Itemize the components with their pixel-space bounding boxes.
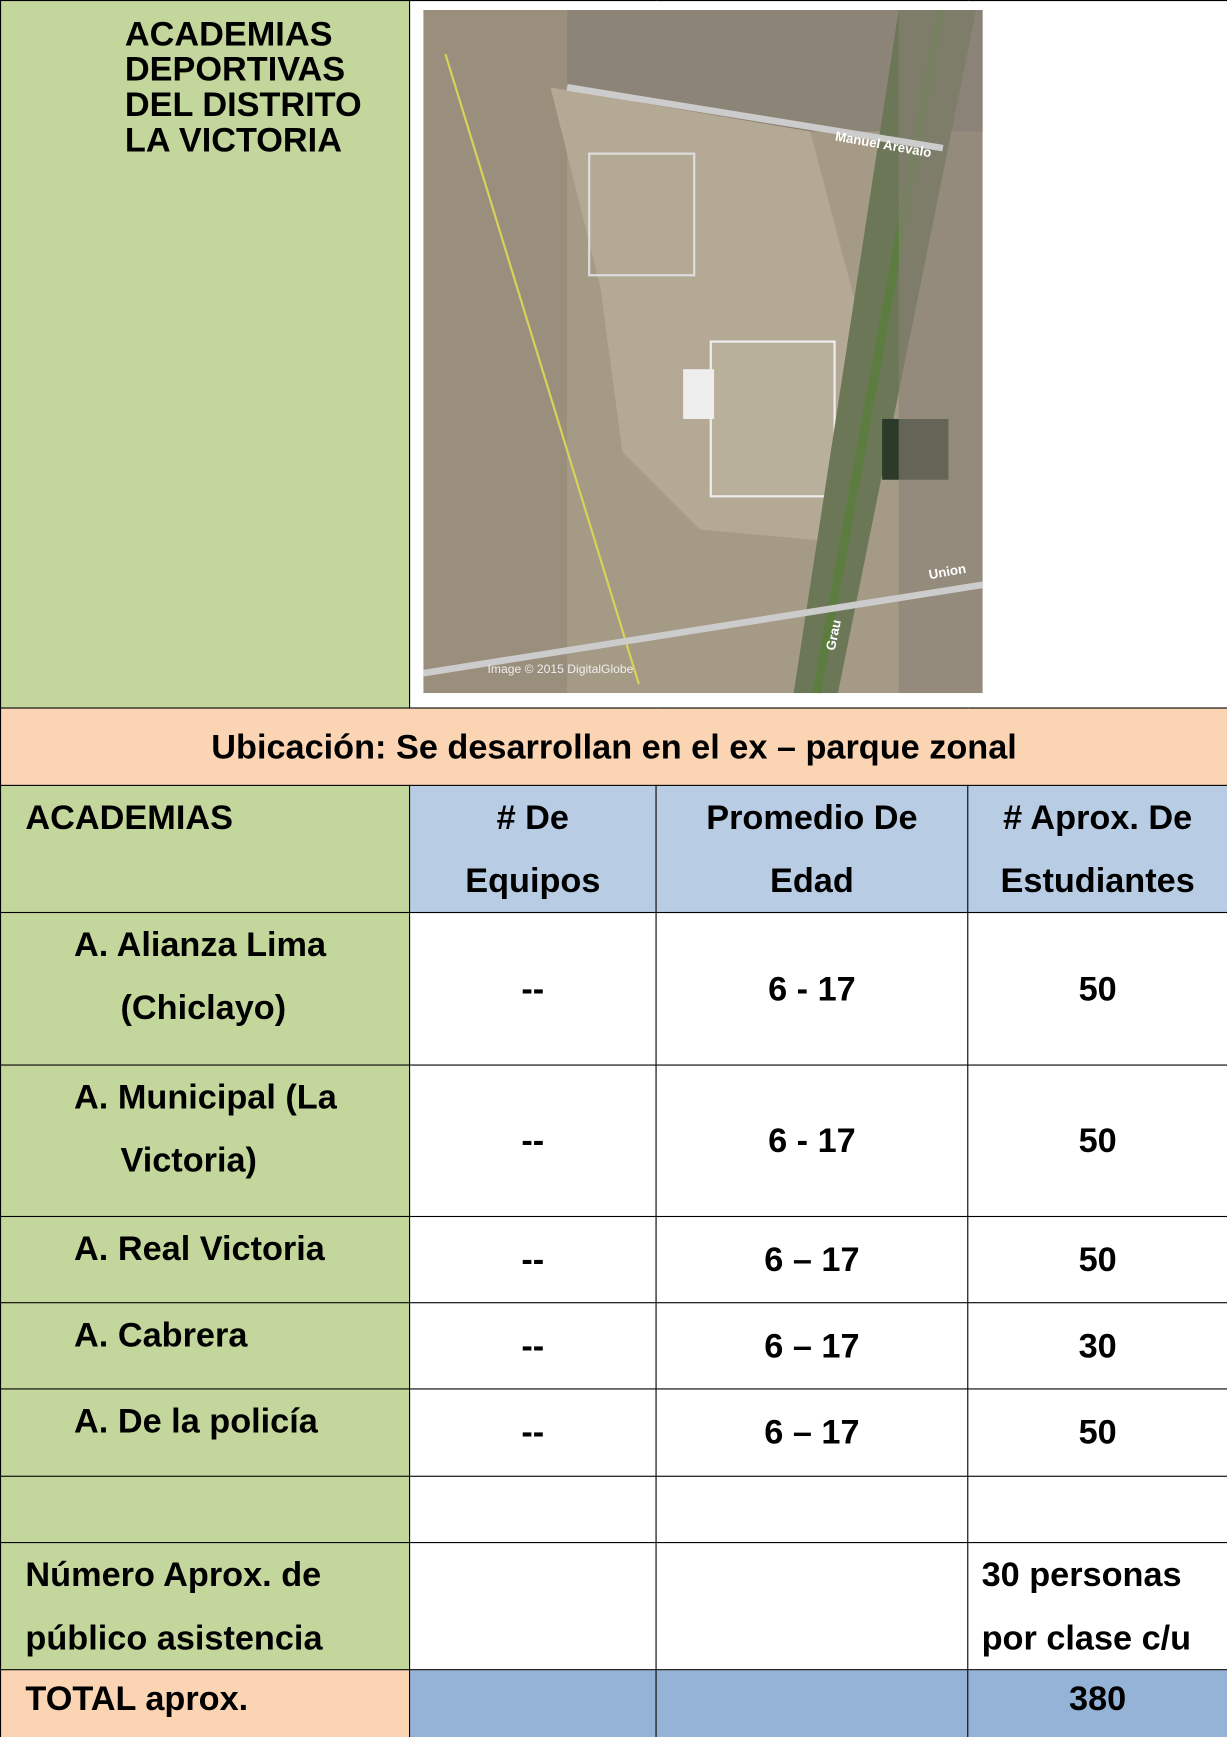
empty-cell (0, 1475, 411, 1544)
total-label: TOTAL aprox. (0, 1669, 411, 1737)
academy-name: A. Municipal (La Victoria) (0, 1064, 411, 1218)
empty-cell (408, 1475, 657, 1544)
attendance-value: 30 personas por clase c/u (967, 1542, 1227, 1671)
total-row: TOTAL aprox. 380 (0, 1669, 1227, 1737)
academy-row: A. Cabrera -- 6 – 17 30 (0, 1302, 1227, 1390)
academy-name: A. Real Victoria (0, 1215, 411, 1304)
title: ACADEMIAS DEPORTIVAS DEL DISTRITO LA VICTOR… (1, 1, 409, 158)
text-line: # Aprox. De (1003, 798, 1193, 837)
cell-value: -- (408, 1215, 657, 1304)
cell-value: 50 (967, 1215, 1227, 1304)
text-line: A. Cabrera (74, 1315, 248, 1355)
cell-value: 6 – 17 (655, 1388, 969, 1477)
cell-value: 50 (967, 1064, 1227, 1218)
text-line: Estudiantes (1000, 861, 1195, 900)
text-line: Promedio De (706, 798, 918, 837)
cell-value: -- (408, 1302, 657, 1390)
text-line: Edad (770, 861, 854, 900)
text-line: # De (496, 798, 569, 837)
column-header: # De Equipos (408, 784, 657, 914)
satellite-image: Manuel Arevalo Union Grau Image © 2015 D… (423, 9, 983, 694)
empty-row (0, 1475, 1227, 1544)
title-cell: ACADEMIAS DEPORTIVAS DEL DISTRITO LA VICTOR… (0, 0, 411, 709)
cell-value: -- (408, 911, 657, 1066)
text-line: Victoria) (120, 1140, 257, 1180)
cell-value: 6 - 17 (655, 1064, 969, 1218)
academy-row: A. Alianza Lima (Chiclayo) -- 6 - 17 50 (0, 911, 1227, 1066)
location: Ubicación: Se desarrollan en el ex – par… (0, 707, 1227, 786)
empty-cell (655, 1669, 969, 1737)
text-line: ACADEMIAS (25, 798, 233, 837)
cell-value: 50 (967, 1388, 1227, 1477)
header-row: ACADEMIAS # De Equipos Promedio De Edad # Apr… (0, 784, 1227, 914)
text-line: A. De la policía (74, 1401, 318, 1441)
academy-row: A. Municipal (La Victoria) -- 6 - 17 50 (0, 1064, 1227, 1218)
empty-cell (408, 1669, 657, 1737)
empty-cell (655, 1542, 969, 1671)
column-header: # Aprox. De Estudiantes (967, 784, 1227, 914)
text-line: DEL DISTRITO (124, 85, 362, 124)
empty-cell (408, 1542, 657, 1671)
cell-value: -- (408, 1388, 657, 1477)
column-header: ACADEMIAS (0, 784, 411, 914)
academy-name: A. Alianza Lima (Chiclayo) (0, 911, 411, 1066)
total-value: 380 (967, 1669, 1227, 1737)
text-line: público asistencia (25, 1618, 323, 1657)
text-line: LA VICTORIA (124, 120, 342, 160)
text-line: ACADEMIAS (124, 14, 333, 54)
text-line: A. Alianza Lima (74, 925, 327, 964)
empty-cell (967, 1475, 1227, 1544)
map-credit: Image © 2015 DigitalGlobe (487, 662, 633, 676)
map-label: Union (928, 561, 968, 582)
attendance-row: Número Aprox. de público asistencia 30 per… (0, 1542, 1227, 1671)
cell-value: -- (408, 1064, 657, 1218)
text-line: A. Municipal (La (74, 1077, 337, 1117)
text-line: Número Aprox. de (25, 1555, 322, 1594)
cell-value: 30 (967, 1302, 1227, 1390)
attendance-label: Número Aprox. de público asistencia (0, 1542, 411, 1671)
academy-row: A. Real Victoria -- 6 – 17 50 (0, 1215, 1227, 1304)
text-line: Equipos (465, 861, 601, 900)
text-line: (Chiclayo) (120, 988, 287, 1027)
map-cell: Manuel Arevalo Union Grau Image © 2015 D… (408, 0, 1227, 709)
text-line: DEPORTIVAS (124, 49, 346, 89)
cell-value: 6 – 17 (655, 1302, 969, 1390)
text-line: por clase c/u (981, 1618, 1192, 1657)
academy-name: A. Cabrera (0, 1302, 411, 1390)
map-label: Grau (823, 618, 844, 651)
cell-value: 6 - 17 (655, 911, 969, 1066)
academy-row: A. De la policía -- 6 – 17 50 (0, 1388, 1227, 1477)
text-line: A. Real Victoria (74, 1229, 325, 1268)
academy-name: A. De la policía (0, 1388, 411, 1477)
cell-value: 50 (967, 911, 1227, 1066)
empty-cell (655, 1475, 969, 1544)
column-header: Promedio De Edad (655, 784, 969, 914)
text-line: 30 personas (981, 1555, 1182, 1594)
cell-value: 6 – 17 (655, 1215, 969, 1304)
